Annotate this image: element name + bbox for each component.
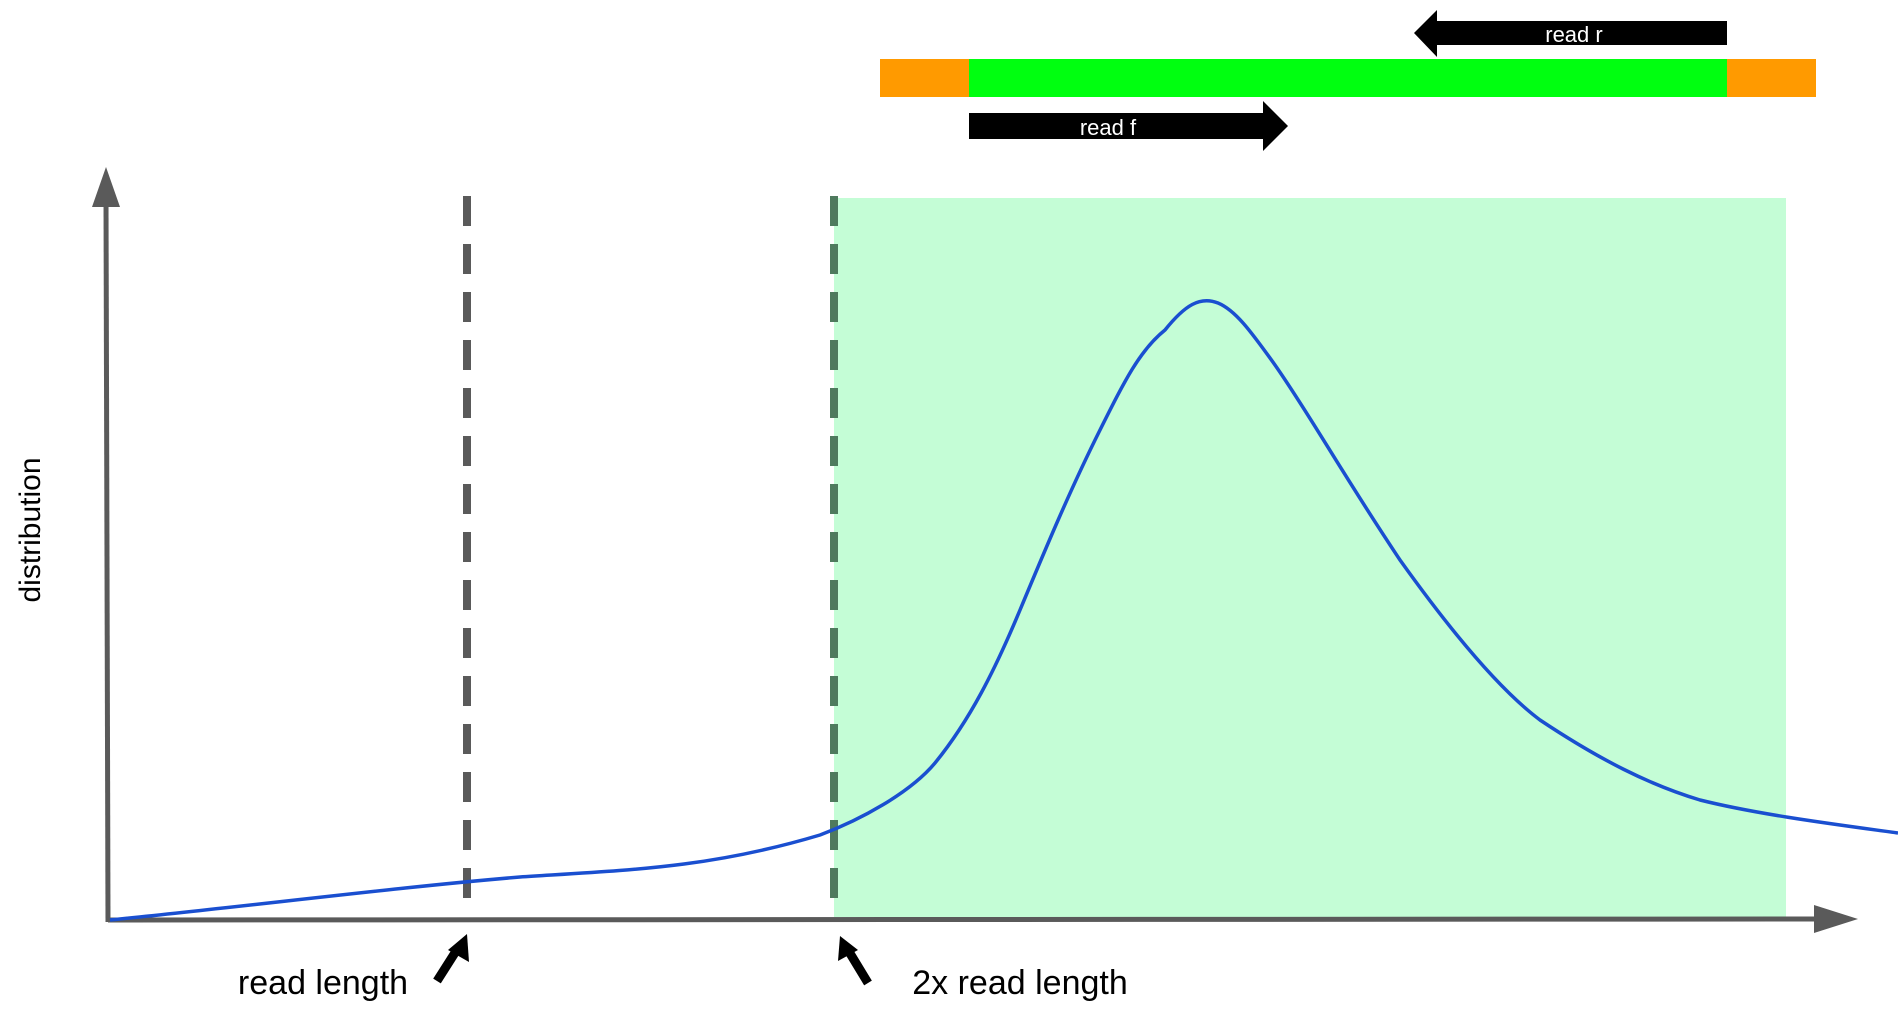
read-length-pointer-icon (433, 934, 469, 984)
read-length-label: read length (238, 964, 408, 1002)
read-r-label: read r (1545, 22, 1602, 47)
read-f-label: read f (1080, 115, 1137, 140)
x-axis-line (107, 916, 1821, 923)
y-axis-label: distribution (14, 457, 47, 602)
read-f-arrow-icon (969, 101, 1288, 151)
read-r-arrow-icon (1414, 10, 1727, 57)
left-adapter (880, 59, 969, 97)
y-axis-arrowhead-icon (92, 167, 120, 207)
double-read-length-label: 2x read length (912, 964, 1128, 1002)
x-axis-arrowhead-icon (1814, 905, 1858, 933)
right-adapter (1727, 59, 1816, 97)
shaded-region (834, 198, 1786, 917)
y-axis-line (103, 199, 111, 923)
insert (969, 59, 1727, 97)
distribution-curve (109, 298, 1898, 922)
double-read-length-pointer-icon (838, 936, 872, 986)
